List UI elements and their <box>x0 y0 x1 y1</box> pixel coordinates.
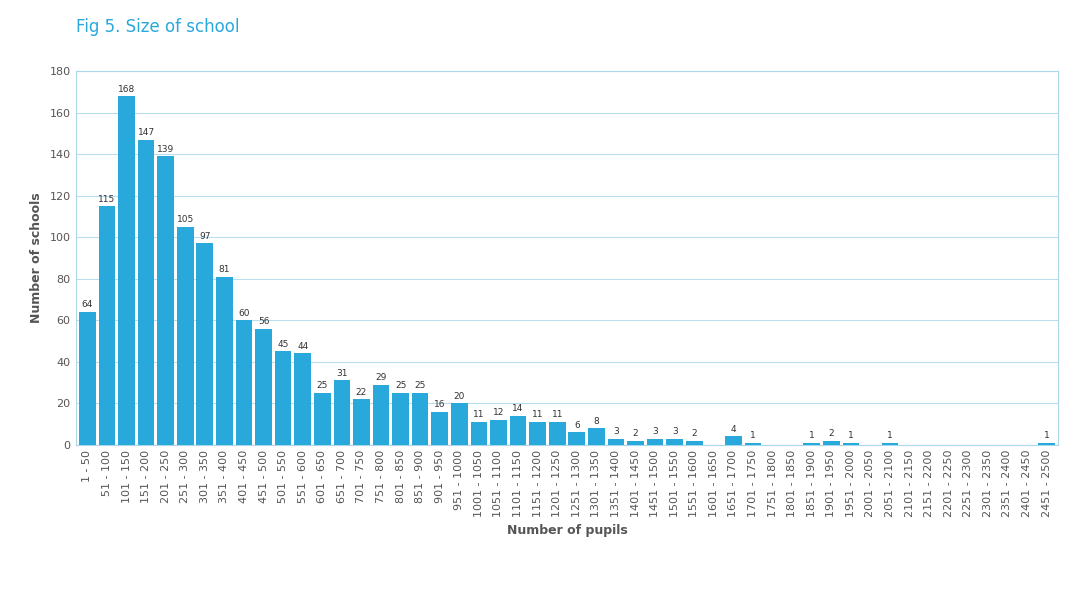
Bar <box>216 276 232 445</box>
Text: 3: 3 <box>613 427 619 436</box>
Bar <box>158 156 174 445</box>
Text: 12: 12 <box>492 409 504 417</box>
Bar <box>471 422 487 445</box>
Text: 2: 2 <box>633 429 638 438</box>
Bar <box>138 139 154 445</box>
Text: 3: 3 <box>672 427 677 436</box>
Bar <box>373 385 389 445</box>
Text: 105: 105 <box>177 215 194 224</box>
Bar <box>235 320 253 445</box>
Bar <box>549 422 566 445</box>
Bar <box>529 422 546 445</box>
Text: 115: 115 <box>98 195 116 203</box>
Text: 22: 22 <box>355 388 367 397</box>
Text: Fig 5. Size of school: Fig 5. Size of school <box>76 18 239 36</box>
Text: 1: 1 <box>751 431 756 440</box>
Text: 56: 56 <box>258 317 269 326</box>
Text: 2: 2 <box>828 429 834 438</box>
Bar <box>823 441 839 445</box>
Bar <box>431 412 448 445</box>
Text: 16: 16 <box>434 400 445 409</box>
Bar <box>686 441 703 445</box>
Text: 8: 8 <box>594 417 599 426</box>
Bar <box>295 353 311 445</box>
Text: 25: 25 <box>415 381 426 390</box>
Text: 6: 6 <box>573 421 580 430</box>
Bar <box>842 442 860 445</box>
Bar <box>255 329 272 445</box>
Text: 11: 11 <box>552 410 563 419</box>
Text: 25: 25 <box>316 381 328 390</box>
Text: 97: 97 <box>199 232 211 241</box>
Bar <box>411 393 429 445</box>
Bar <box>881 442 899 445</box>
Bar <box>510 416 526 445</box>
Bar <box>804 442 820 445</box>
Text: 2: 2 <box>691 429 697 438</box>
Bar <box>568 432 585 445</box>
Text: 31: 31 <box>336 369 348 378</box>
Text: 25: 25 <box>395 381 406 390</box>
Text: 20: 20 <box>454 392 465 401</box>
Text: 139: 139 <box>157 145 174 154</box>
Bar <box>98 206 116 445</box>
Text: 1: 1 <box>1043 431 1050 440</box>
Bar <box>490 420 507 445</box>
Bar <box>118 96 135 445</box>
Text: 11: 11 <box>473 410 485 419</box>
Text: 44: 44 <box>297 342 308 351</box>
Text: 1: 1 <box>809 431 814 440</box>
Text: 168: 168 <box>118 85 135 94</box>
Bar <box>392 393 409 445</box>
Bar <box>177 227 193 445</box>
Text: 29: 29 <box>376 373 387 382</box>
Text: 14: 14 <box>512 404 524 413</box>
Bar <box>608 439 624 445</box>
Bar <box>1038 442 1055 445</box>
Bar <box>745 442 761 445</box>
Text: 147: 147 <box>137 128 154 137</box>
Bar <box>353 399 369 445</box>
Bar <box>79 312 96 445</box>
Bar <box>647 439 663 445</box>
Bar <box>314 393 330 445</box>
Bar <box>197 243 213 445</box>
Bar <box>588 428 605 445</box>
Bar <box>666 439 683 445</box>
Text: 4: 4 <box>730 425 737 434</box>
Bar <box>627 441 644 445</box>
X-axis label: Number of pupils: Number of pupils <box>507 524 627 537</box>
Text: 45: 45 <box>278 340 288 349</box>
Text: 81: 81 <box>218 265 230 274</box>
Text: 3: 3 <box>652 427 658 436</box>
Text: 1: 1 <box>848 431 854 440</box>
Text: 11: 11 <box>531 410 543 419</box>
Bar <box>334 381 350 445</box>
Text: 1: 1 <box>887 431 893 440</box>
Bar <box>274 351 292 445</box>
Text: 60: 60 <box>239 309 249 318</box>
Bar <box>725 436 742 445</box>
Y-axis label: Number of schools: Number of schools <box>29 193 43 323</box>
Text: 64: 64 <box>82 301 93 310</box>
Bar <box>451 403 468 445</box>
